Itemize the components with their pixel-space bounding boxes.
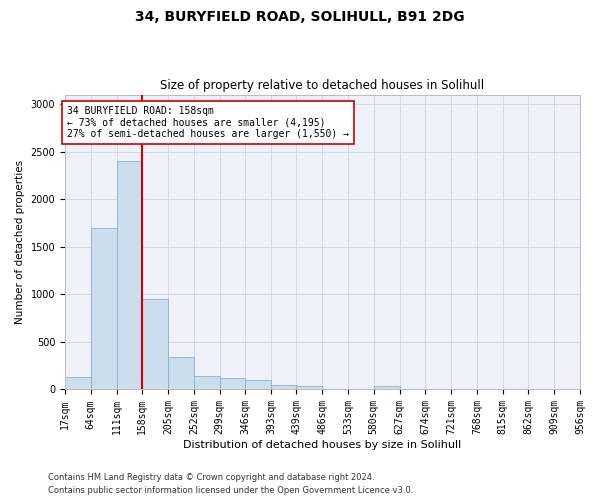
Y-axis label: Number of detached properties: Number of detached properties <box>15 160 25 324</box>
Text: 34, BURYFIELD ROAD, SOLIHULL, B91 2DG: 34, BURYFIELD ROAD, SOLIHULL, B91 2DG <box>135 10 465 24</box>
Bar <box>142 299 168 390</box>
Bar <box>168 357 194 390</box>
Bar <box>271 384 297 390</box>
Bar <box>91 228 116 390</box>
Text: 34 BURYFIELD ROAD: 158sqm
← 73% of detached houses are smaller (4,195)
27% of se: 34 BURYFIELD ROAD: 158sqm ← 73% of detac… <box>67 106 349 139</box>
Bar <box>116 161 142 390</box>
Bar <box>374 386 400 390</box>
Bar <box>65 377 91 390</box>
Bar <box>220 378 245 390</box>
Title: Size of property relative to detached houses in Solihull: Size of property relative to detached ho… <box>160 79 485 92</box>
Bar <box>245 380 271 390</box>
X-axis label: Distribution of detached houses by size in Solihull: Distribution of detached houses by size … <box>184 440 461 450</box>
Bar <box>296 386 322 390</box>
Bar <box>194 376 220 390</box>
Text: Contains public sector information licensed under the Open Government Licence v3: Contains public sector information licen… <box>48 486 413 495</box>
Text: Contains HM Land Registry data © Crown copyright and database right 2024.: Contains HM Land Registry data © Crown c… <box>48 474 374 482</box>
